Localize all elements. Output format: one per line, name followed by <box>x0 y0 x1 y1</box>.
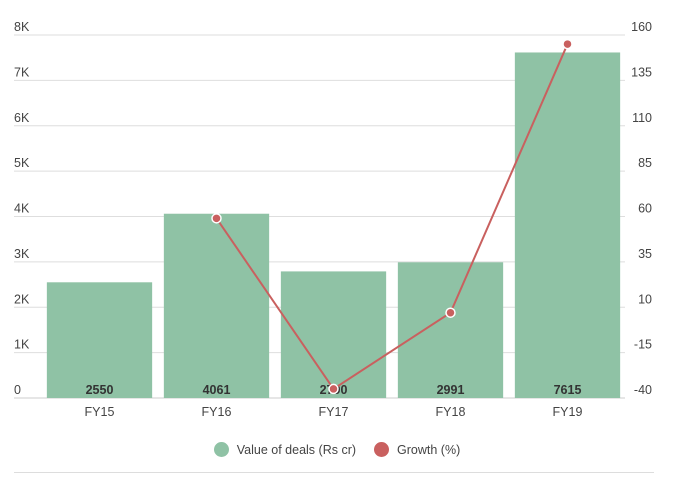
legend-label-growth: Growth (%) <box>397 442 461 457</box>
growth-point <box>328 383 339 395</box>
right-tick-label: 110 <box>632 111 652 125</box>
growth-point <box>562 38 573 50</box>
right-tick-label: 85 <box>638 156 652 170</box>
x-tick-label: FY17 <box>319 405 349 419</box>
left-tick-label: 2K <box>14 292 30 306</box>
left-tick-label: 8K <box>14 20 30 34</box>
bar-data-label: 2991 <box>437 383 465 397</box>
left-tick-label: 5K <box>14 156 30 170</box>
growth-point <box>211 213 222 224</box>
bar <box>46 282 153 398</box>
left-tick-label: 7K <box>14 65 30 79</box>
legend-swatch-deals <box>213 442 229 457</box>
growth-point <box>445 307 456 318</box>
left-tick-label: 4K <box>14 202 30 216</box>
bar <box>397 262 504 398</box>
bar-data-label: 2550 <box>86 383 114 397</box>
legend-item-deals[interactable]: Value of deals (Rs cr) <box>213 442 357 457</box>
bar <box>163 213 270 398</box>
right-tick-label: -15 <box>634 338 652 352</box>
right-tick-label: -40 <box>634 383 652 397</box>
left-tick-label: 3K <box>14 247 30 261</box>
x-tick-label: FY18 <box>436 405 466 419</box>
bar-data-label: 4061 <box>203 383 231 397</box>
growth-line <box>215 43 569 391</box>
bar-data-label: 7615 <box>554 383 582 397</box>
right-tick-label: 135 <box>631 65 652 79</box>
legend-item-growth[interactable]: Growth (%) <box>374 442 460 457</box>
legend: Value of deals (Rs cr) Growth (%) <box>0 442 674 457</box>
right-tick-label: 60 <box>638 202 652 216</box>
legend-swatch-growth <box>374 442 390 457</box>
right-tick-label: 10 <box>638 292 652 306</box>
right-tick-label: 35 <box>638 247 652 261</box>
legend-label-deals: Value of deals (Rs cr) <box>236 442 357 457</box>
left-tick-label: 6K <box>14 111 30 125</box>
x-tick-label: FY15 <box>85 405 115 419</box>
right-tick-label: 160 <box>631 20 652 34</box>
left-tick-label: 0 <box>14 383 21 397</box>
bar <box>280 271 387 398</box>
x-tick-label: FY16 <box>202 405 232 419</box>
bar <box>514 52 621 399</box>
x-tick-label: FY19 <box>553 405 583 419</box>
left-tick-label: 1K <box>14 338 30 352</box>
combo-chart: 0 1K 2K 3K 4K 5K 6K 7K 8K -40 -15 10 35 60 85 110 135 160… <box>14 20 652 419</box>
bottom-divider <box>14 472 654 473</box>
